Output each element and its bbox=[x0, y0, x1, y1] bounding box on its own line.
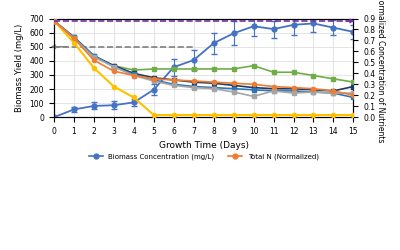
Legend: Biomass Concentration (mg/L), Total N (Normalized): Biomass Concentration (mg/L), Total N (N… bbox=[86, 151, 321, 163]
X-axis label: Growth Time (Days): Growth Time (Days) bbox=[159, 142, 249, 150]
Y-axis label: Biomass Yield (mg/L): Biomass Yield (mg/L) bbox=[15, 24, 24, 112]
Y-axis label: Normalized Concentration of Nutrients: Normalized Concentration of Nutrients bbox=[376, 0, 385, 142]
